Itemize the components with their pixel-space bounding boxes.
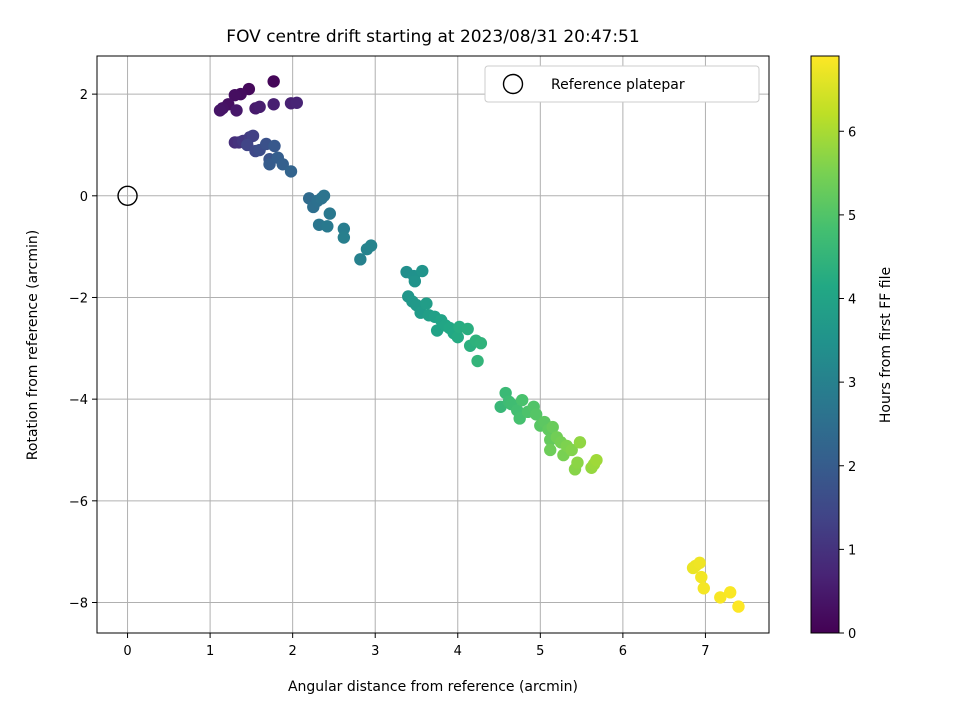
x-tick-label: 5 [536, 644, 544, 659]
data-point [276, 158, 289, 171]
colorbar-tick-label: 2 [848, 460, 856, 475]
y-tick-label: −8 [69, 596, 88, 611]
data-point [513, 412, 526, 425]
x-tick-label: 6 [619, 644, 627, 659]
colorbar-label: Hours from first FF file [878, 267, 894, 423]
y-axis-label: Rotation from reference (arcmin) [25, 230, 41, 460]
x-tick-label: 7 [701, 644, 709, 659]
colorbar-tick-label: 3 [848, 376, 856, 391]
x-tick-label: 2 [289, 644, 297, 659]
data-point [471, 354, 484, 368]
data-point [228, 88, 242, 102]
data-point [732, 600, 745, 613]
colorbar-gradient [810, 55, 840, 634]
y-tick-label: −6 [69, 495, 88, 510]
x-tick-label: 4 [454, 644, 462, 659]
plot-area-frame [96, 55, 770, 634]
data-point [515, 393, 529, 407]
data-point [213, 104, 227, 117]
data-point [364, 239, 378, 252]
grid [97, 56, 769, 633]
data-point [354, 253, 367, 266]
legend: Reference platepar [484, 65, 760, 103]
data-point [590, 453, 603, 467]
data-point [723, 586, 737, 599]
data-point [317, 189, 331, 203]
reference-platepar-marker [117, 185, 138, 207]
y-tick-label: −4 [69, 393, 88, 408]
data-point [546, 420, 559, 434]
data-point [451, 330, 464, 344]
x-tick-label: 0 [123, 644, 131, 659]
data-point [571, 456, 584, 469]
reference-marker-layer [117, 185, 138, 207]
data-point [565, 443, 578, 457]
data-point [697, 582, 710, 595]
x-axis-ticks: 0 1 2 3 4 5 6 7 [123, 633, 710, 659]
data-point [246, 129, 260, 143]
x-axis-label: Angular distance from reference (arcmin) [288, 679, 578, 695]
chart-title: FOV centre drift starting at 2023/08/31 … [226, 27, 639, 47]
legend-box [484, 65, 760, 103]
colorbar-ticks: 0 1 2 3 4 5 6 [839, 125, 856, 642]
data-point [253, 100, 266, 114]
data-point [408, 275, 422, 288]
data-point [284, 165, 298, 178]
colorbar-tick-label: 6 [848, 125, 856, 140]
y-axis-ticks: 2 0 −2 −4 −6 −8 [69, 88, 97, 611]
x-tick-label: 1 [206, 644, 214, 659]
legend-reference-marker [502, 73, 524, 95]
data-point [420, 297, 433, 310]
data-point [714, 591, 727, 604]
colorbar-tick-label: 0 [848, 627, 856, 642]
data-point [268, 139, 281, 153]
data-point [474, 337, 488, 350]
data-point [321, 220, 334, 233]
colorbar-tick-label: 1 [848, 543, 856, 558]
colorbar-tick-label: 4 [848, 293, 856, 308]
data-point [290, 96, 303, 109]
data-point [416, 264, 429, 278]
data-point [267, 98, 280, 111]
data-point [693, 556, 706, 570]
data-point [529, 408, 543, 421]
data-point [230, 104, 243, 117]
data-point [323, 207, 337, 220]
legend-entry-reference: Reference platepar [551, 77, 685, 93]
colorbar: 0 1 2 3 4 5 6 Hours from first FF file [810, 55, 894, 642]
colorbar-tick-label: 5 [848, 209, 856, 224]
data-point [337, 222, 351, 236]
x-tick-label: 3 [371, 644, 379, 659]
y-tick-label: 0 [80, 190, 88, 205]
data-point [695, 570, 708, 584]
data-point [461, 322, 474, 336]
data-point [267, 75, 280, 88]
data-point [263, 158, 276, 171]
data-point [544, 443, 557, 457]
y-tick-label: 2 [80, 88, 88, 103]
data-point [337, 231, 351, 244]
data-point [573, 436, 587, 449]
data-points [213, 75, 745, 613]
y-tick-label: −2 [69, 291, 88, 306]
